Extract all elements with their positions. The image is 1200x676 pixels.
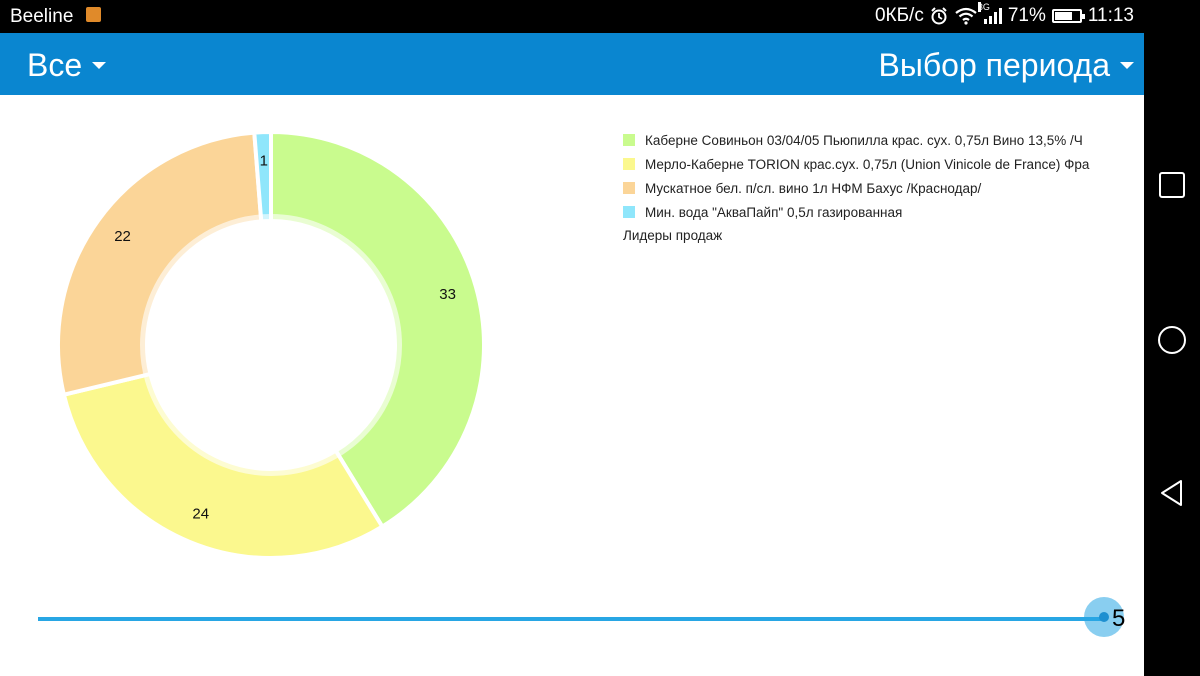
legend-label: Каберне Совиньон 03/04/05 Пьюпилла крас.… <box>645 132 1083 148</box>
period-dropdown-label: Выбор периода <box>878 47 1110 83</box>
legend-label: Мин. вода "АкваПайп" 0,5л газированная <box>645 204 903 220</box>
slice-value-label: 33 <box>439 286 456 303</box>
app-bar: Все Выбор периода <box>0 33 1144 95</box>
wifi-icon <box>954 7 978 25</box>
donut-slice[interactable] <box>252 129 273 224</box>
legend-item: Каберне Совиньон 03/04/05 Пьюпилла крас.… <box>623 128 1144 152</box>
signal-icon: 3G <box>977 2 1002 24</box>
home-icon[interactable] <box>1157 325 1187 355</box>
battery-icon <box>1051 9 1085 23</box>
recent-apps-icon[interactable] <box>1157 170 1187 200</box>
donut-slice[interactable] <box>56 130 264 398</box>
notification-icon <box>86 7 101 22</box>
network-type: 3G <box>977 2 990 12</box>
back-icon[interactable] <box>1157 478 1187 508</box>
legend-swatch <box>623 134 635 146</box>
slider-value: 5 <box>1112 605 1126 632</box>
legend-item: Мин. вода "АкваПайп" 0,5л газированная <box>623 200 1144 224</box>
slider-track[interactable] <box>38 617 1104 621</box>
chart-title: Лидеры продаж <box>623 228 723 243</box>
legend-swatch <box>623 182 635 194</box>
legend-item: Мускатное бел. п/сл. вино 1л НФМ Бахус /… <box>623 176 1144 200</box>
alarm-icon <box>930 7 948 25</box>
slider-thumb[interactable] <box>1084 597 1124 637</box>
chevron-down-icon <box>1120 62 1134 69</box>
category-dropdown[interactable]: Все <box>27 47 107 84</box>
slice-value-label: 1 <box>260 153 268 170</box>
legend-swatch <box>623 158 635 170</box>
legend-label: Мерло-Каберне TORION крас.сух. 0,75л (Un… <box>645 156 1090 172</box>
donut-chart[interactable]: 33 24 22 1 <box>0 95 560 585</box>
navigation-bar <box>1144 0 1200 676</box>
period-dropdown[interactable]: Выбор периода <box>878 47 1134 84</box>
slice-value-label: 22 <box>114 228 131 245</box>
chart-area: 33 24 22 1 Каберне Совиньон 03/04/05 Пьюпил… <box>0 95 1144 676</box>
slice-value-label: 24 <box>192 506 209 523</box>
legend-item: Мерло-Каберне TORION крас.сух. 0,75л (Un… <box>623 152 1144 176</box>
legend-label: Мускатное бел. п/сл. вино 1л НФМ Бахус /… <box>645 180 982 196</box>
legend-swatch <box>623 206 635 218</box>
donut-inner-ring <box>140 214 402 476</box>
slider-thumb-dot <box>1099 612 1109 622</box>
chevron-down-icon <box>92 62 107 69</box>
chart-legend: Каберне Совиньон 03/04/05 Пьюпилла крас.… <box>623 128 1144 248</box>
category-dropdown-label: Все <box>27 47 83 83</box>
clock: 11:13 <box>1087 5 1134 26</box>
network-speed: 0КБ/с <box>874 5 924 26</box>
carrier-name: Beeline <box>10 6 74 27</box>
status-bar: Beeline 0КБ/с 3G 71% 11:13 <box>0 0 1144 33</box>
battery-percent: 71% <box>1007 5 1046 26</box>
